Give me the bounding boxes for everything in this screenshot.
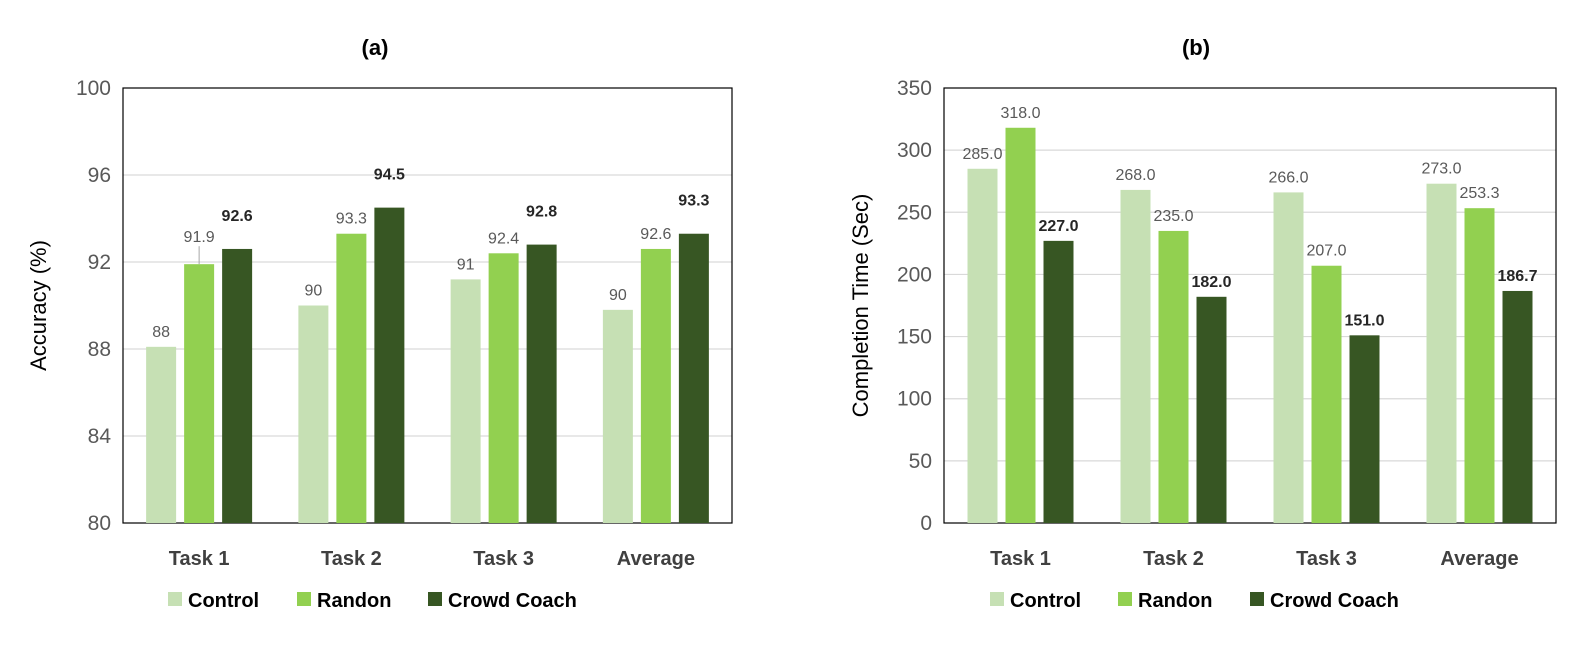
x-tick-label: Task 1 [990,548,1051,570]
y-tick-label: 100 [897,388,932,411]
legend-label: Randon [317,590,391,612]
bar [1120,189,1151,523]
bar [1311,265,1342,523]
y-tick-label: 200 [897,263,932,286]
data-label: 273.0 [1421,161,1461,178]
bar [450,279,481,523]
bar [298,305,329,523]
panel-b: (b) 0 50 100 150 200 250 300 350 Completion Time … [848,35,1557,612]
bar [526,244,557,523]
bar [146,346,177,523]
data-label: 318.0 [1000,105,1040,122]
y-tick-label: 350 [897,77,932,100]
bar [184,264,215,523]
y-tick-label: 88 [88,338,111,361]
data-label: 92.6 [640,226,671,243]
chart-title: (b) [1182,35,1210,60]
data-label: 266.0 [1268,169,1308,186]
y-tick-label: 84 [88,425,112,448]
data-label: 90 [609,287,627,304]
data-label: 235.0 [1153,208,1193,225]
y-tick-label: 150 [897,326,932,349]
data-label: 93.3 [678,193,709,210]
x-tick-label: Average [1440,548,1518,570]
y-tick-label: 300 [897,139,932,162]
plot-frame [943,87,1557,524]
data-label: 93.3 [336,211,367,228]
x-tick-label: Task 3 [1296,548,1357,570]
bar [374,207,405,523]
data-label: 91 [457,256,475,273]
bar [678,233,709,523]
chart-title: (a) [362,35,389,60]
legend-label: Randon [1138,590,1212,612]
bar [1005,127,1036,524]
bar [1426,183,1457,523]
legend-label: Crowd Coach [448,590,577,612]
data-label: 253.3 [1459,185,1499,202]
x-tick-label: Task 2 [321,548,382,570]
data-label: 92.6 [222,208,253,225]
bar [967,168,998,524]
panel-a: (a) 80 84 88 92 96 100 Accuracy (%) 88 91.9 92.6 Ta… [26,35,733,612]
legend-swatch [1250,592,1264,606]
y-tick-label: 0 [920,512,932,535]
bar [1273,192,1304,523]
x-tick-label: Task 3 [473,548,534,570]
data-label: 94.5 [374,167,405,184]
bar [488,253,519,524]
y-tick-label: 80 [88,512,111,535]
legend-swatch [1118,592,1132,606]
y-tick-label: 250 [897,201,932,224]
legend-swatch [168,592,182,606]
bar [1502,290,1533,523]
bar [336,233,367,523]
data-label: 186.7 [1497,268,1537,285]
legend-swatch [428,592,442,606]
bar [1464,208,1495,524]
bar [602,309,633,523]
data-label: 92.4 [488,230,519,247]
bar [640,248,671,523]
y-tick-label: 96 [88,164,111,187]
data-label: 285.0 [962,146,1002,163]
legend-swatch [990,592,1004,606]
y-axis-label: Accuracy (%) [26,240,51,371]
legend-label: Control [1010,590,1081,612]
data-label: 207.0 [1306,243,1346,260]
legend-label: Crowd Coach [1270,590,1399,612]
y-tick-label: 92 [88,251,111,274]
bar [1349,335,1380,523]
data-label: 151.0 [1344,312,1384,329]
y-tick-label: 50 [909,450,932,473]
data-label: 227.0 [1038,218,1078,235]
data-label: 92.8 [526,204,557,221]
legend-label: Control [188,590,259,612]
legend-swatch [297,592,311,606]
x-tick-label: Task 1 [169,548,230,570]
data-label: 182.0 [1191,274,1231,291]
bar [1158,230,1189,523]
data-label: 91.9 [184,229,215,246]
x-tick-label: Average [617,548,695,570]
data-label: 88 [152,324,170,341]
data-label: 268.0 [1115,167,1155,184]
bar [222,248,253,523]
plot-frame [122,87,733,524]
y-tick-label: 100 [76,77,111,100]
bar [1196,296,1227,523]
bar [1043,240,1074,523]
x-tick-label: Task 2 [1143,548,1204,570]
data-label: 90 [304,283,322,300]
y-axis-label: Completion Time (Sec) [848,194,873,418]
